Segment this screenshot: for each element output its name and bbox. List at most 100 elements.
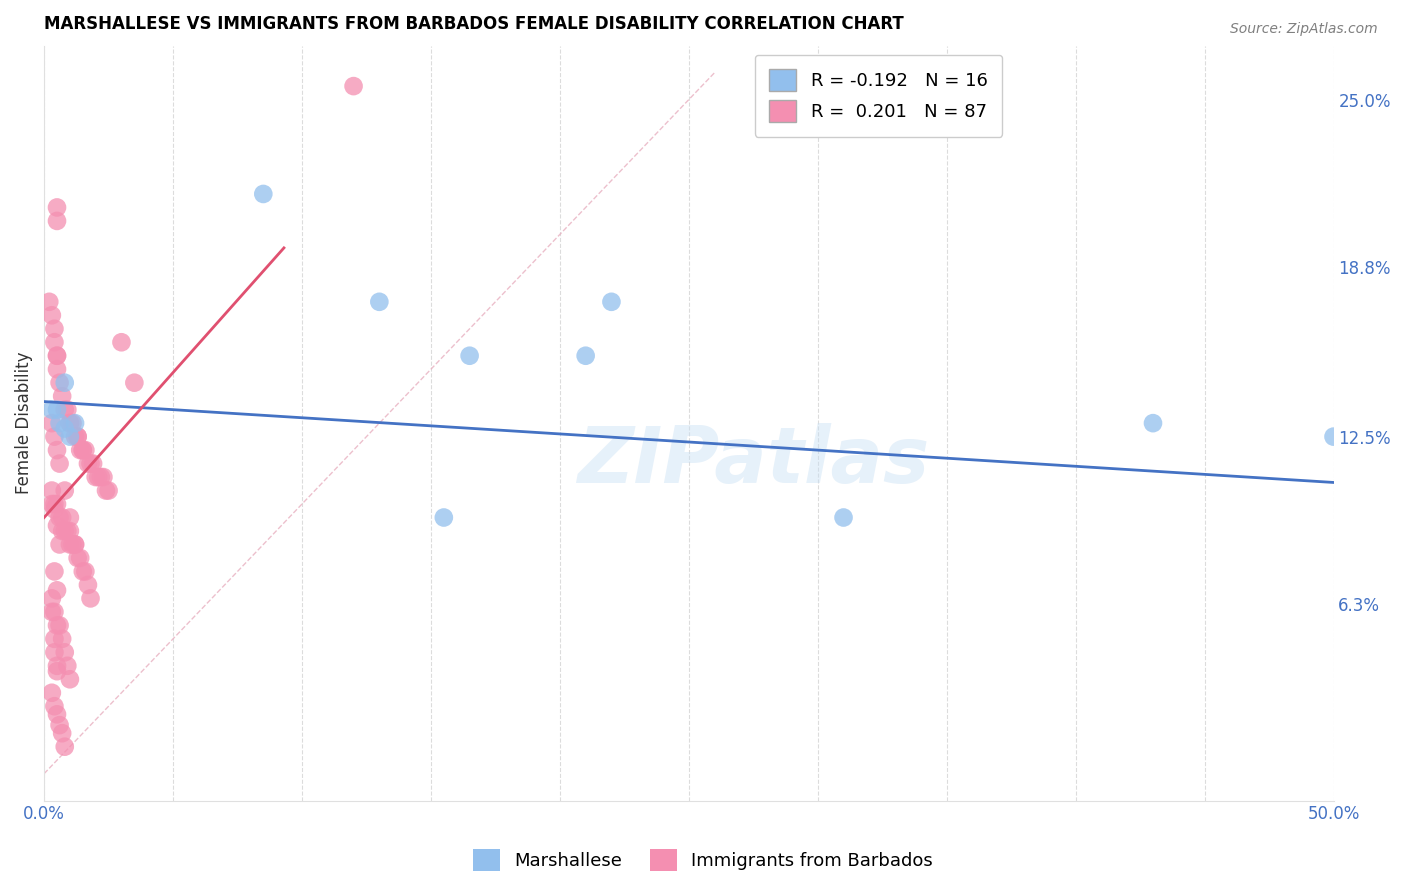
Point	[46, 518, 69, 533]
Point	[75, 443, 97, 458]
Point	[62, 537, 84, 551]
Point	[44, 502, 66, 516]
Point	[59, 537, 82, 551]
Point	[41, 308, 63, 322]
Point	[600, 294, 623, 309]
Point	[90, 470, 112, 484]
Point	[48, 718, 70, 732]
Point	[94, 483, 117, 498]
Point	[46, 402, 69, 417]
Point	[66, 551, 89, 566]
Legend: Marshallese, Immigrants from Barbados: Marshallese, Immigrants from Barbados	[465, 842, 941, 879]
Point	[51, 632, 73, 646]
Point	[48, 510, 70, 524]
Text: Source: ZipAtlas.com: Source: ZipAtlas.com	[1230, 22, 1378, 37]
Point	[56, 524, 79, 538]
Point	[51, 524, 73, 538]
Point	[44, 322, 66, 336]
Point	[63, 429, 86, 443]
Point	[44, 699, 66, 714]
Point	[51, 389, 73, 403]
Point	[48, 416, 70, 430]
Point	[46, 658, 69, 673]
Point	[342, 79, 364, 94]
Point	[44, 565, 66, 579]
Point	[41, 686, 63, 700]
Point	[84, 470, 107, 484]
Point	[77, 457, 100, 471]
Point	[72, 443, 94, 458]
Point	[48, 537, 70, 551]
Point	[53, 376, 76, 390]
Point	[48, 457, 70, 471]
Point	[46, 349, 69, 363]
Point	[53, 739, 76, 754]
Point	[575, 349, 598, 363]
Point	[41, 591, 63, 606]
Point	[72, 565, 94, 579]
Point	[56, 658, 79, 673]
Point	[46, 214, 69, 228]
Point	[82, 457, 104, 471]
Point	[41, 605, 63, 619]
Point	[1322, 429, 1344, 443]
Point	[59, 673, 82, 687]
Point	[433, 510, 456, 524]
Point	[66, 429, 89, 443]
Point	[46, 707, 69, 722]
Text: ZIPatlas: ZIPatlas	[576, 423, 929, 499]
Point	[69, 551, 91, 566]
Point	[53, 402, 76, 417]
Point	[63, 416, 86, 430]
Y-axis label: Female Disability: Female Disability	[15, 351, 32, 494]
Point	[48, 376, 70, 390]
Point	[110, 335, 132, 350]
Point	[59, 510, 82, 524]
Point	[46, 443, 69, 458]
Point	[66, 429, 89, 443]
Point	[368, 294, 391, 309]
Legend: R = -0.192   N = 16, R =  0.201   N = 87: R = -0.192 N = 16, R = 0.201 N = 87	[755, 54, 1002, 136]
Point	[46, 664, 69, 678]
Point	[44, 429, 66, 443]
Point	[87, 470, 110, 484]
Point	[53, 421, 76, 435]
Point	[44, 497, 66, 511]
Point	[63, 537, 86, 551]
Point	[41, 483, 63, 498]
Point	[44, 335, 66, 350]
Point	[46, 201, 69, 215]
Point	[51, 510, 73, 524]
Point	[38, 294, 60, 309]
Point	[63, 537, 86, 551]
Point	[41, 416, 63, 430]
Point	[72, 443, 94, 458]
Point	[59, 416, 82, 430]
Point	[44, 632, 66, 646]
Point	[46, 349, 69, 363]
Point	[59, 429, 82, 443]
Point	[832, 510, 855, 524]
Point	[93, 470, 115, 484]
Point	[59, 416, 82, 430]
Point	[79, 457, 101, 471]
Point	[53, 524, 76, 538]
Point	[77, 578, 100, 592]
Point	[252, 186, 274, 201]
Point	[53, 483, 76, 498]
Point	[41, 497, 63, 511]
Point	[59, 524, 82, 538]
Point	[53, 645, 76, 659]
Point	[46, 583, 69, 598]
Text: MARSHALLESE VS IMMIGRANTS FROM BARBADOS FEMALE DISABILITY CORRELATION CHART: MARSHALLESE VS IMMIGRANTS FROM BARBADOS …	[44, 15, 904, 33]
Point	[44, 645, 66, 659]
Point	[44, 605, 66, 619]
Point	[56, 402, 79, 417]
Point	[46, 497, 69, 511]
Point	[48, 618, 70, 632]
Point	[458, 349, 481, 363]
Point	[41, 402, 63, 417]
Point	[97, 483, 120, 498]
Point	[46, 362, 69, 376]
Point	[124, 376, 146, 390]
